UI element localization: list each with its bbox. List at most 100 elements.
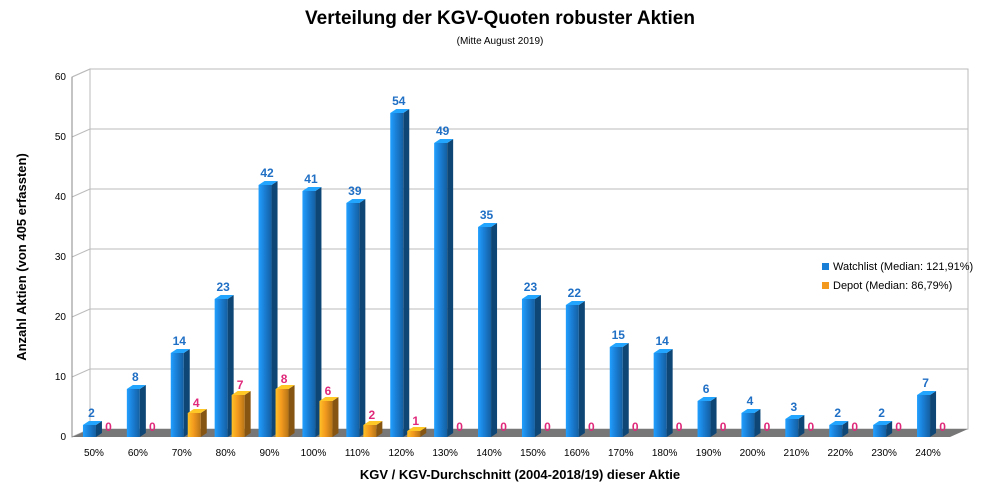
depot-bar-side xyxy=(200,409,207,437)
watchlist-bar-side xyxy=(578,301,585,437)
watchlist-bar xyxy=(302,191,316,437)
watchlist-bar-side xyxy=(754,409,761,437)
watchlist-bar-top xyxy=(609,343,629,347)
x-tick-label: 130% xyxy=(432,448,458,459)
gridline-side xyxy=(71,248,91,258)
x-tick-label: 70% xyxy=(172,448,192,459)
watchlist-bar-top xyxy=(653,349,673,353)
depot-bar-side xyxy=(420,427,427,437)
depot-data-label: 0 xyxy=(851,420,858,434)
depot-data-label: 7 xyxy=(237,378,244,392)
watchlist-bar-top xyxy=(697,397,717,401)
x-tick-label: 150% xyxy=(520,448,546,459)
depot-data-label: 0 xyxy=(632,420,639,434)
watchlist-data-label: 2 xyxy=(834,406,841,420)
watchlist-data-label: 49 xyxy=(436,124,450,138)
watchlist-bar-top xyxy=(741,409,761,413)
y-tick-label: 30 xyxy=(55,252,67,263)
depot-bar-side xyxy=(332,397,339,437)
watchlist-bar xyxy=(390,113,404,437)
y-tick-label: 60 xyxy=(55,72,67,83)
watchlist-bar-side xyxy=(95,421,102,437)
watchlist-data-label: 22 xyxy=(568,286,582,300)
y-axis-title: Anzahl Aktien (von 405 erfassten) xyxy=(14,153,29,361)
watchlist-bar-top xyxy=(565,301,585,305)
x-tick-label: 170% xyxy=(608,448,634,459)
depot-data-label: 0 xyxy=(105,420,112,434)
watchlist-bar xyxy=(609,347,623,437)
x-tick-label: 100% xyxy=(301,448,327,459)
depot-bar-side xyxy=(376,421,383,437)
depot-bar-top xyxy=(187,409,207,413)
watchlist-bar-side xyxy=(359,199,366,437)
watchlist-bar xyxy=(785,419,799,437)
watchlist-data-label: 3 xyxy=(791,400,798,414)
depot-bar-top xyxy=(275,385,295,389)
watchlist-data-label: 23 xyxy=(216,280,230,294)
x-tick-label: 190% xyxy=(696,448,722,459)
watchlist-bar-top xyxy=(170,349,190,353)
x-tick-label: 80% xyxy=(216,448,236,459)
watchlist-bar-side xyxy=(447,139,454,437)
y-tick-label: 10 xyxy=(55,372,67,383)
watchlist-bar-top xyxy=(829,421,849,425)
x-tick-label: 110% xyxy=(345,448,370,459)
depot-bar xyxy=(187,413,201,437)
watchlist-bar-side xyxy=(798,415,805,437)
watchlist-data-label: 23 xyxy=(524,280,538,294)
watchlist-data-label: 41 xyxy=(304,172,318,186)
watchlist-bar-top xyxy=(346,199,366,203)
depot-data-label: 0 xyxy=(808,420,815,434)
watchlist-bar-side xyxy=(710,397,717,437)
depot-bar xyxy=(319,401,333,437)
depot-data-label: 0 xyxy=(939,420,946,434)
watchlist-data-label: 2 xyxy=(88,406,95,420)
watchlist-bar-side xyxy=(622,343,629,437)
depot-bar-side xyxy=(288,385,295,437)
watchlist-bar-side xyxy=(666,349,673,437)
depot-bar-top xyxy=(407,427,427,431)
y-tick-label: 20 xyxy=(55,312,67,323)
depot-data-label: 0 xyxy=(676,420,683,434)
x-tick-label: 60% xyxy=(128,448,148,459)
y-tick-label: 40 xyxy=(55,192,67,203)
watchlist-bar-top xyxy=(785,415,805,419)
x-tick-label: 210% xyxy=(784,448,810,459)
gridline-side xyxy=(71,368,91,378)
legend-swatch xyxy=(822,263,829,270)
watchlist-bar-side xyxy=(139,385,146,437)
watchlist-bar xyxy=(434,143,448,437)
watchlist-bar-top xyxy=(434,139,454,143)
watchlist-data-label: 14 xyxy=(655,334,669,348)
depot-data-label: 2 xyxy=(369,408,376,422)
depot-data-label: 0 xyxy=(588,420,595,434)
watchlist-bar xyxy=(346,203,360,437)
depot-data-label: 0 xyxy=(456,420,463,434)
legend-swatch xyxy=(822,282,829,289)
watchlist-bar-top xyxy=(873,421,893,425)
watchlist-data-label: 54 xyxy=(392,94,406,108)
watchlist-data-label: 2 xyxy=(878,406,885,420)
x-tick-label: 140% xyxy=(476,448,502,459)
x-tick-label: 160% xyxy=(564,448,590,459)
watchlist-data-label: 4 xyxy=(747,394,754,408)
watchlist-bar xyxy=(82,425,96,437)
y-tick-label: 50 xyxy=(55,132,67,143)
depot-bar-top xyxy=(363,421,383,425)
watchlist-bar-side xyxy=(534,295,541,437)
watchlist-bar-side xyxy=(315,187,322,437)
watchlist-data-label: 7 xyxy=(922,376,929,390)
depot-bar xyxy=(363,425,377,437)
gridline-side xyxy=(71,128,91,138)
watchlist-bar xyxy=(258,185,272,437)
watchlist-bar-top xyxy=(126,385,146,389)
gridline-side xyxy=(71,188,91,198)
chart-title: Verteilung der KGV-Quoten robuster Aktie… xyxy=(305,8,695,29)
depot-data-label: 4 xyxy=(193,396,200,410)
depot-data-label: 8 xyxy=(281,372,288,386)
watchlist-bar xyxy=(697,401,711,437)
x-tick-label: 220% xyxy=(827,448,853,459)
watchlist-bar xyxy=(565,305,579,437)
